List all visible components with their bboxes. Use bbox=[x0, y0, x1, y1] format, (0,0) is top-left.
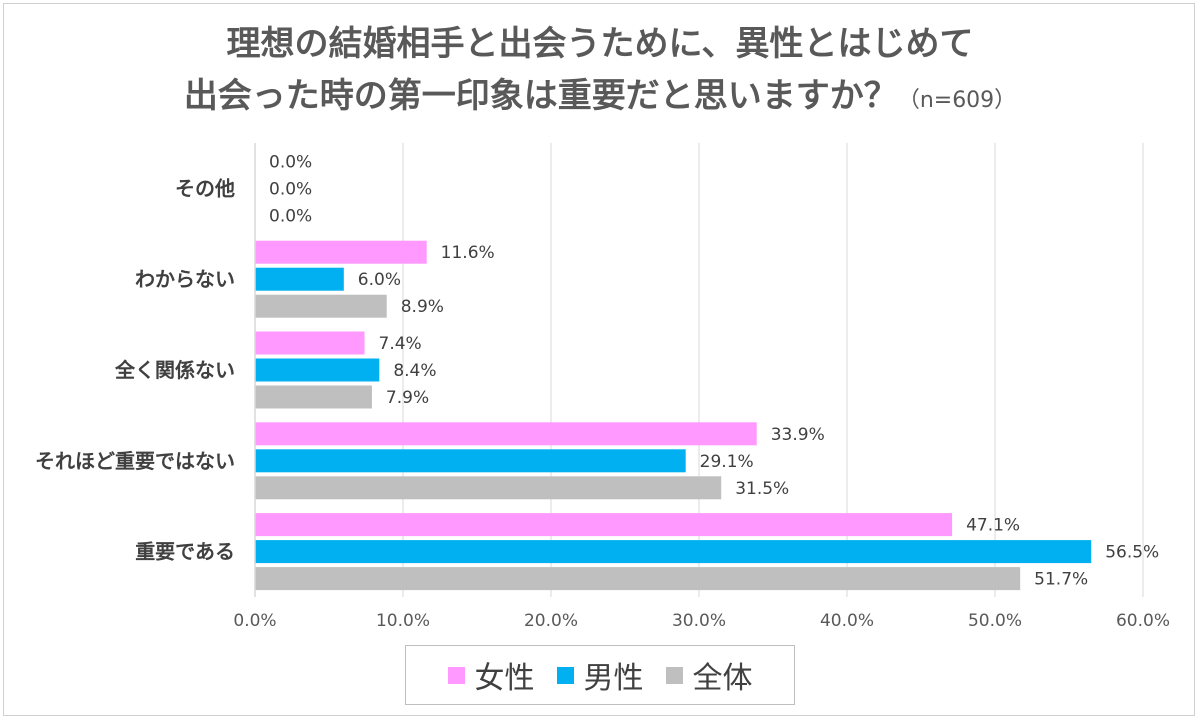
x-tick-label: 0.0% bbox=[233, 611, 276, 631]
bar-全体 bbox=[255, 567, 1021, 591]
legend-swatch bbox=[447, 666, 465, 684]
x-tick-label: 30.0% bbox=[672, 611, 726, 631]
category-label: その他 bbox=[175, 176, 235, 200]
bar-女性 bbox=[255, 422, 757, 446]
legend: 女性 男性 全体 bbox=[405, 645, 795, 705]
data-label: 8.9% bbox=[401, 297, 444, 317]
sample-size-note: （n=609） bbox=[897, 88, 1017, 113]
data-label: 0.0% bbox=[269, 206, 312, 226]
data-label: 51.7% bbox=[1034, 570, 1088, 590]
data-label: 8.4% bbox=[393, 361, 436, 381]
category-label: 全く関係ない bbox=[114, 358, 235, 382]
x-tick-label: 40.0% bbox=[820, 611, 874, 631]
bar-男性 bbox=[255, 540, 1092, 564]
legend-label: 全体 bbox=[692, 661, 753, 696]
data-label: 0.0% bbox=[269, 152, 312, 172]
category-label: わからない bbox=[135, 267, 235, 291]
data-label: 7.9% bbox=[386, 388, 429, 408]
data-label: 56.5% bbox=[1105, 543, 1159, 563]
data-label: 33.9% bbox=[771, 425, 825, 445]
title-line-2: 出会った時の第一印象は重要だと思いますか？（n=609） bbox=[0, 70, 1200, 127]
bar-女性 bbox=[255, 240, 427, 264]
legend-swatch bbox=[665, 666, 683, 684]
bar-男性 bbox=[255, 358, 380, 382]
legend-item: 女性 bbox=[447, 653, 535, 697]
legend-swatch bbox=[556, 666, 574, 684]
bar-全体 bbox=[255, 476, 722, 500]
legend-item: 男性 bbox=[556, 653, 644, 697]
legend-item: 全体 bbox=[665, 653, 753, 697]
data-label: 0.0% bbox=[269, 179, 312, 199]
bar-全体 bbox=[255, 385, 372, 409]
title-line-2-text: 出会った時の第一印象は重要だと思いますか？ bbox=[183, 76, 898, 116]
legend-label: 女性 bbox=[474, 661, 535, 696]
data-label: 29.1% bbox=[700, 452, 754, 472]
bar-男性 bbox=[255, 449, 686, 473]
x-tick-label: 50.0% bbox=[968, 611, 1022, 631]
data-label: 31.5% bbox=[735, 479, 789, 499]
bar-女性 bbox=[255, 513, 953, 537]
data-label: 11.6% bbox=[441, 243, 495, 263]
title-line-1: 理想の結婚相手と出会うために、異性とはじめて bbox=[226, 24, 974, 64]
data-label: 7.4% bbox=[379, 334, 422, 354]
chart-title: 理想の結婚相手と出会うために、異性とはじめて 出会った時の第一印象は重要だと思い… bbox=[0, 18, 1200, 127]
data-label: 6.0% bbox=[358, 270, 401, 290]
x-tick-label: 60.0% bbox=[1116, 611, 1170, 631]
category-label: 重要である bbox=[135, 540, 235, 564]
bar-全体 bbox=[255, 294, 387, 318]
bar-男性 bbox=[255, 267, 344, 291]
x-tick-label: 20.0% bbox=[524, 611, 578, 631]
chart-frame bbox=[3, 3, 1195, 716]
bar-女性 bbox=[255, 331, 365, 355]
data-label: 47.1% bbox=[966, 516, 1020, 536]
legend-label: 男性 bbox=[583, 661, 644, 696]
x-tick-label: 10.0% bbox=[376, 611, 430, 631]
category-label: それほど重要ではない bbox=[35, 449, 235, 473]
